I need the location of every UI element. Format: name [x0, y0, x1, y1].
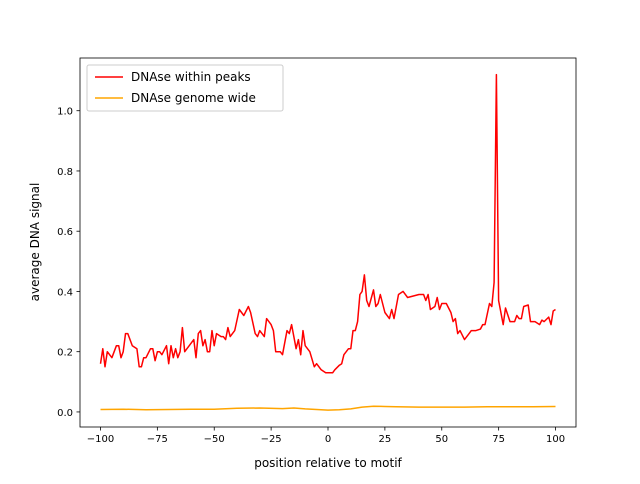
x-tick-label: 75: [492, 434, 505, 445]
x-tick-label: −50: [204, 434, 225, 445]
x-tick-label: −100: [87, 434, 114, 445]
legend-label-1: DNAse genome wide: [131, 91, 256, 105]
series-layer: [99, 73, 556, 411]
y-axis-label: average DNA signal: [28, 183, 42, 302]
y-axis: 0.0 0.2 0.4 0.6 0.8 1.0: [57, 107, 80, 419]
y-tick-label: 0.8: [57, 167, 73, 178]
y-tick-label: 0.4: [57, 287, 73, 298]
legend-label-0: DNAse within peaks: [131, 70, 251, 84]
x-tick-label: −75: [147, 434, 168, 445]
series-line-0: [99, 73, 556, 374]
series-line-1: [100, 405, 556, 411]
legend: DNAse within peaks DNAse genome wide: [86, 64, 284, 112]
y-tick-label: 1.0: [57, 107, 73, 118]
x-axis: −100 −75 −50 −25 0 25 50 75 100: [87, 427, 565, 445]
y-tick-label: 0.0: [57, 408, 73, 419]
x-tick-label: 100: [546, 434, 565, 445]
x-tick-label: 0: [325, 434, 331, 445]
x-tick-label: −25: [261, 434, 282, 445]
x-axis-label: position relative to motif: [254, 456, 402, 470]
plot-frame: [79, 57, 577, 428]
legend-box: [86, 64, 284, 112]
x-tick-label: 50: [435, 434, 448, 445]
y-tick-label: 0.2: [57, 348, 73, 359]
y-tick-label: 0.6: [57, 227, 73, 238]
x-tick-label: 25: [379, 434, 392, 445]
